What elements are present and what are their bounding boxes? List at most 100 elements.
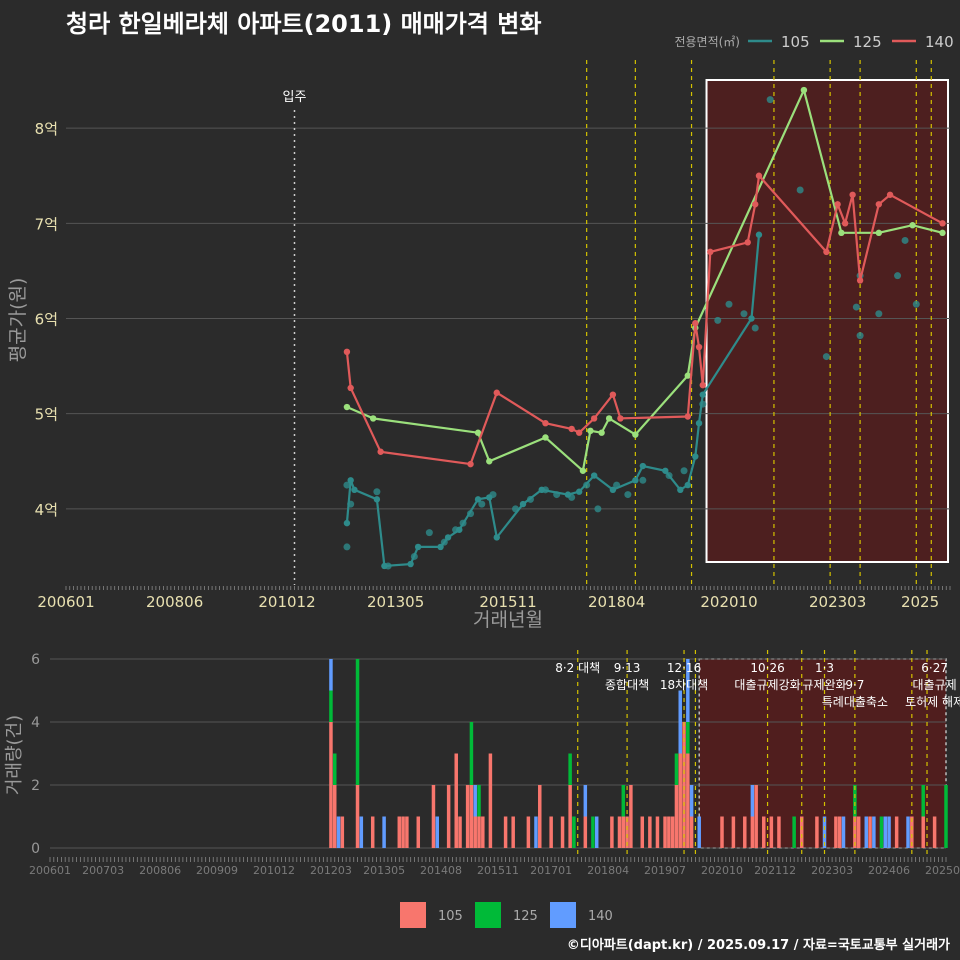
bar-segment-105	[640, 816, 645, 848]
series-point-105	[486, 494, 493, 501]
series-point-105	[609, 486, 617, 494]
bar-segment-105	[678, 753, 682, 848]
bar-segment-140	[329, 659, 333, 691]
series-point-105	[343, 519, 351, 527]
x-tick-label: 201012	[258, 593, 315, 611]
scatter-point-105	[343, 481, 351, 489]
bar-segment-105	[689, 816, 694, 848]
bar-x-tick-label: 200909	[196, 864, 238, 877]
bar-segment-105	[932, 816, 937, 848]
bar-segment-140	[336, 816, 341, 848]
y-tick-label: 4억	[35, 501, 58, 519]
bar-segment-105	[503, 816, 508, 848]
bar-segment-140	[435, 816, 440, 848]
bar-segment-105	[743, 816, 747, 848]
bar-segment-105	[894, 816, 899, 848]
series-point-140	[707, 248, 714, 256]
bar-segment-105	[625, 816, 629, 848]
bar-segment-105	[648, 816, 652, 848]
legend-label-140: 140	[925, 33, 954, 51]
bar-segment-105	[560, 816, 565, 848]
series-point-140	[939, 220, 946, 227]
bar-segment-140	[382, 816, 386, 848]
series-point-105	[590, 472, 598, 479]
policy-label: 대출규제강화	[734, 678, 800, 692]
bar-segment-105	[769, 816, 774, 848]
bar-segment-105	[538, 785, 542, 848]
bar-segment-105	[329, 722, 333, 848]
scatter-point-105	[373, 488, 381, 496]
bar-segment-105	[815, 816, 819, 848]
bar-segment-140	[883, 816, 888, 848]
bar-segment-105	[477, 816, 481, 848]
bar-segment-140	[887, 816, 891, 848]
series-point-105	[639, 462, 647, 470]
policy-label: 8·2 대책	[555, 660, 600, 675]
bar-segment-105	[549, 816, 553, 848]
bar-legend-label-140: 140	[588, 909, 613, 924]
x-tick-label: 201305	[367, 593, 424, 611]
series-point-140	[542, 419, 549, 427]
series-point-105	[407, 560, 414, 568]
series-point-140	[692, 320, 699, 327]
bar-segment-105	[488, 753, 493, 848]
scatter-point-105	[714, 316, 722, 324]
policy-label: 9·13	[614, 661, 641, 675]
scatter-point-105	[478, 500, 486, 508]
scatter-point-105	[766, 96, 774, 104]
bar-segment-105	[340, 816, 345, 848]
bar-segment-125	[621, 785, 626, 817]
bar-x-tick-label: 202010	[701, 864, 743, 877]
bar-segment-105	[777, 816, 781, 848]
y-tick-label: 6억	[35, 311, 58, 329]
bar-segment-105	[332, 785, 337, 848]
bar-y-axis-title: 거래량(건)	[4, 715, 25, 795]
bar-segment-140	[864, 816, 869, 848]
bar-segment-105	[610, 816, 614, 848]
bar-segment-125	[329, 690, 333, 722]
bar-segment-105	[481, 816, 485, 848]
x-tick-label: 201804	[588, 593, 645, 611]
bar-segment-105	[655, 816, 660, 848]
series-point-105	[444, 534, 452, 541]
series-point-105	[437, 543, 444, 551]
scatter-point-105	[856, 332, 864, 340]
y-axis-title: 평균가(원)	[7, 278, 29, 363]
series-point-105	[493, 534, 500, 541]
series-point-140	[493, 389, 500, 396]
bar-segment-140	[473, 785, 477, 817]
series-point-140	[823, 248, 830, 256]
bar-segment-105	[568, 785, 572, 848]
bar-segment-105	[416, 816, 421, 848]
bar-segment-140	[906, 816, 910, 848]
series-line-105	[345, 234, 761, 568]
bar-segment-140	[678, 690, 682, 754]
bar-legend-label-105: 105	[438, 909, 463, 924]
bar-segment-105	[473, 816, 477, 848]
series-point-125	[486, 458, 493, 465]
bar-x-tick-label: 202509	[925, 864, 960, 877]
policy-label: 18차대책	[660, 677, 708, 692]
policy-label: 12·16	[667, 661, 701, 675]
bar-segment-105	[731, 816, 736, 848]
bar-segment-125	[879, 816, 884, 848]
bar-segment-105	[868, 816, 872, 848]
bar-segment-140	[359, 816, 364, 848]
series-point-140	[699, 381, 706, 389]
series-point-105	[474, 496, 482, 503]
series-point-125	[605, 415, 613, 422]
x-tick-label: 200601	[37, 593, 94, 611]
bar-segment-125	[591, 816, 595, 848]
bar-x-tick-label: 201511	[477, 864, 519, 877]
policy-label: 6·27	[921, 661, 948, 675]
scatter-point-105	[822, 353, 830, 361]
bar-segment-125	[674, 753, 679, 785]
bar-y-tick-label: 6	[31, 652, 40, 668]
series-point-105	[692, 453, 699, 460]
bar-x-tick-label: 201012	[253, 864, 295, 877]
bar-x-tick-label: 201804	[587, 864, 629, 877]
series-point-140	[590, 415, 598, 422]
legend-label-105: 105	[781, 33, 810, 51]
bar-x-tick-label: 201701	[530, 864, 572, 877]
